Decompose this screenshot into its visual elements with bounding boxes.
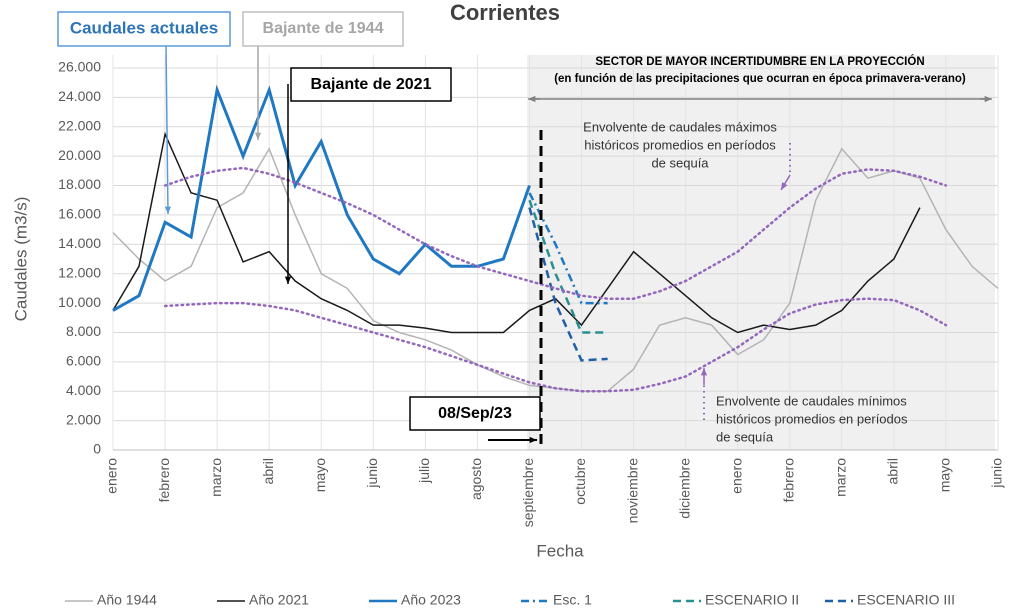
- x-tick-label: noviembre: [624, 458, 640, 524]
- legend-label: Año 1944: [97, 592, 157, 608]
- x-tick-label: enero: [728, 458, 744, 494]
- series-line: [528, 199, 608, 334]
- arrow-head: [284, 276, 292, 284]
- annotation-text: Envolvente de caudales mínimos: [716, 393, 907, 408]
- annotation-text: Bajante de 2021: [311, 76, 432, 93]
- y-tick-label: 10.000: [58, 294, 101, 310]
- y-tick-label: 22.000: [58, 117, 101, 133]
- legend-label: ESCENARIO III: [857, 592, 955, 608]
- arrow-head: [529, 436, 537, 444]
- y-tick-label: 24.000: [58, 88, 101, 104]
- x-tick-label: octubre: [572, 458, 588, 505]
- x-tick-label: julio: [416, 458, 432, 484]
- x-tick-label: marzo: [208, 458, 224, 497]
- y-tick-label: 4.000: [66, 382, 101, 398]
- x-tick-label: marzo: [833, 458, 849, 497]
- arrow-head: [984, 95, 992, 103]
- legend-label: Año 2023: [401, 592, 461, 608]
- x-axis-label: Fecha: [536, 541, 584, 560]
- y-tick-label: 12.000: [58, 264, 101, 280]
- annotation-text: (en función de las precipitaciones que o…: [554, 73, 966, 85]
- annotations: Año 1944 Año 2021 Año 2023 Esc. 1 ESCENARIO …: [57, 11, 992, 608]
- uncertainty-region: [527, 55, 995, 450]
- x-tick-label: junio: [364, 458, 380, 489]
- y-tick-label: 18.000: [58, 176, 101, 192]
- x-tick-label: mayo: [312, 458, 328, 492]
- annotation-text: Caudales actuales: [70, 18, 218, 37]
- x-tick-label: agosto: [468, 458, 484, 500]
- annotation-text: de sequía: [651, 155, 709, 170]
- legend-label: ESCENARIO II: [705, 592, 799, 608]
- annotation-text: de sequía: [716, 429, 774, 444]
- annotation-box: [242, 11, 404, 47]
- y-tick-label: 26.000: [58, 59, 101, 75]
- x-tick-label: mayo: [937, 458, 953, 492]
- x-tick-label: septiembre: [520, 458, 536, 527]
- x-tick-label: diciembre: [676, 458, 692, 519]
- series-line: [163, 297, 948, 393]
- legend-label: Año 2021: [249, 592, 309, 608]
- arrow-head: [528, 95, 536, 103]
- annotation-text: históricos promedios en períodos: [716, 411, 908, 426]
- chart-title: Corrientes: [450, 0, 560, 25]
- y-tick-label: 14.000: [58, 235, 101, 251]
- x-tick-label: febrero: [780, 458, 796, 503]
- annotation-text: SECTOR DE MAYOR INCERTIDUMBRE EN LA PROY…: [595, 55, 924, 68]
- x-tick-label: junio: [989, 458, 1005, 489]
- annotation-text: 08/Sep/23: [438, 405, 512, 422]
- grid: 0 2.000 4.000 6.000 8.000 10.000 12.000 14.000 1…: [58, 55, 1005, 527]
- x-tick-label: febrero: [156, 458, 172, 503]
- y-tick-label: 0: [93, 441, 101, 457]
- arrow-head: [164, 206, 172, 214]
- x-tick-label: enero: [104, 458, 120, 494]
- series-line: [528, 207, 608, 362]
- annotation-box: [57, 11, 231, 47]
- x-tick-label: abril: [885, 458, 901, 484]
- annotation-text: Envolvente de caudales máximos: [583, 119, 777, 134]
- y-tick-label: 6.000: [66, 353, 101, 369]
- annotation-arrow: [165, 44, 169, 215]
- annotation-text: históricos promedios en períodos: [584, 137, 776, 152]
- y-tick-label: 20.000: [58, 147, 101, 163]
- y-tick-label: 2.000: [66, 411, 101, 427]
- y-axis-label: Caudales (m3/s): [11, 197, 30, 322]
- annotation-box: [290, 67, 452, 102]
- legend-label: Esc. 1: [553, 592, 592, 608]
- annotation-text: Bajante de 1944: [263, 20, 384, 37]
- arrow-head: [700, 368, 708, 376]
- y-tick-label: 8.000: [66, 323, 101, 339]
- arrow-head: [781, 182, 788, 190]
- x-tick-label: abril: [260, 458, 276, 484]
- series-line: [163, 166, 948, 300]
- y-tick-label: 16.000: [58, 206, 101, 222]
- annotation-box: [409, 396, 541, 431]
- plot: [112, 84, 999, 393]
- series-line: [112, 131, 921, 334]
- arrow-head: [254, 132, 262, 140]
- series-line: [112, 84, 531, 312]
